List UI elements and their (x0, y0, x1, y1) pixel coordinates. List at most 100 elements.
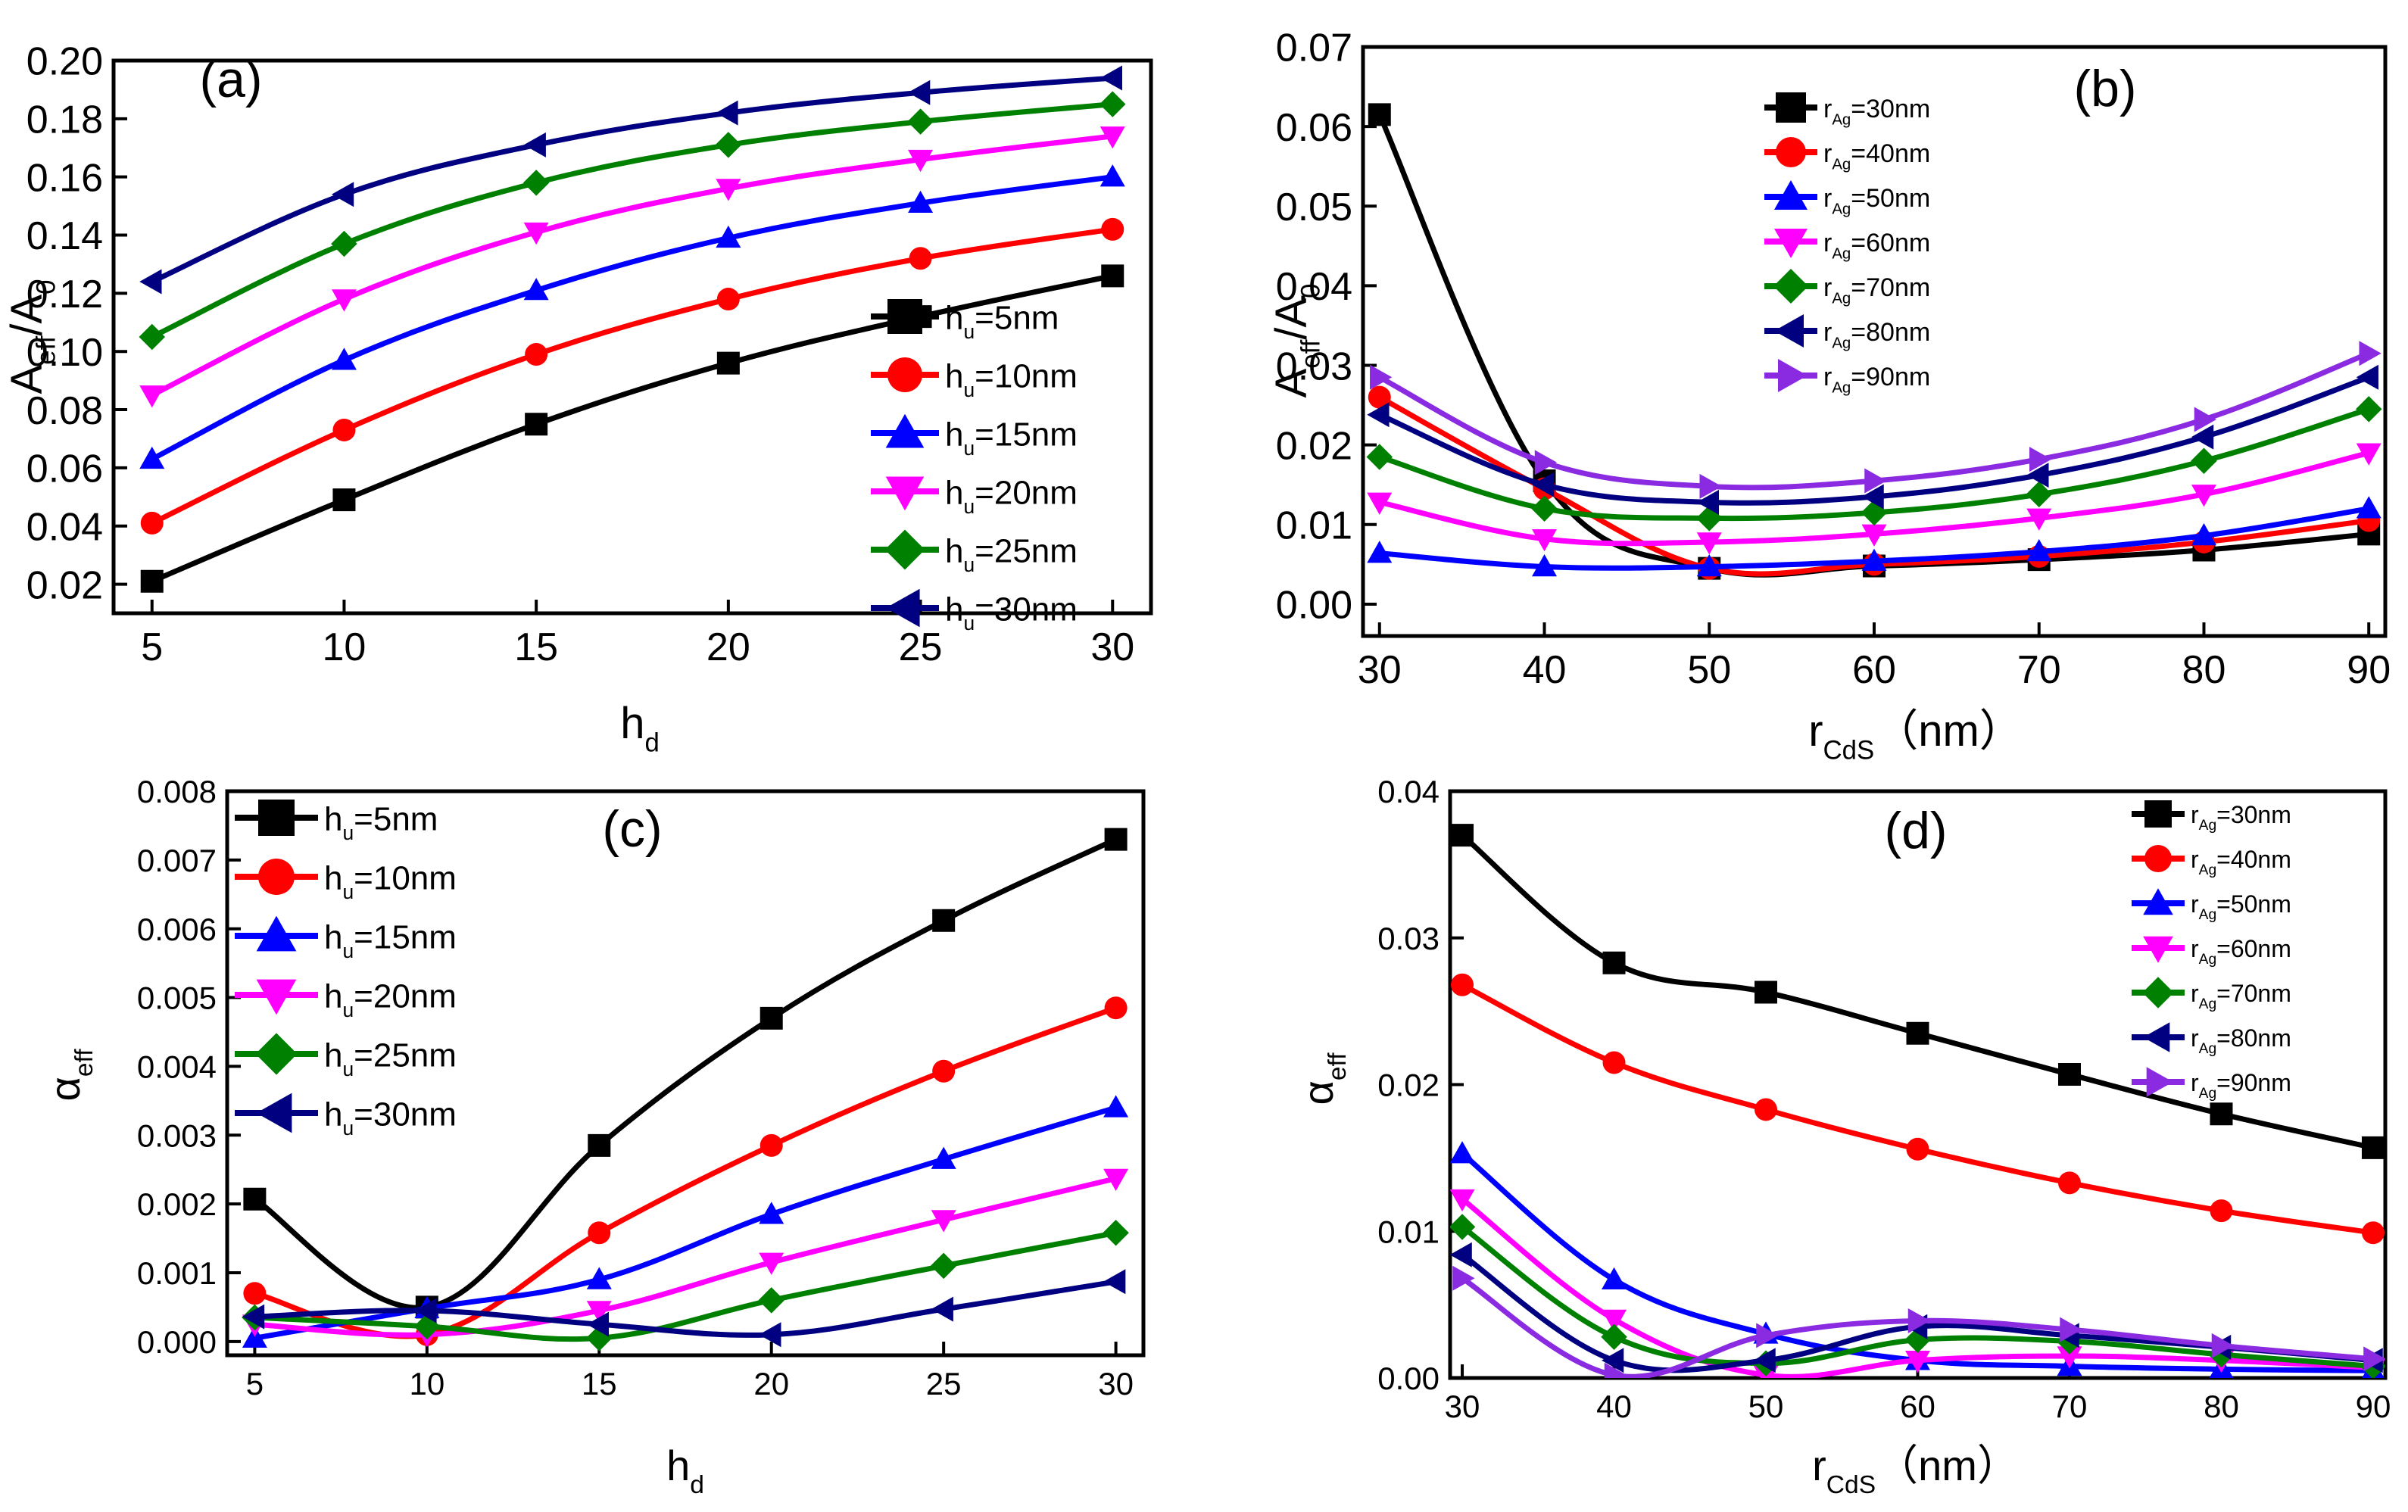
legend-marker (2143, 1022, 2170, 1052)
y-tick-label: 0.14 (27, 214, 103, 258)
data-point (2361, 1136, 2385, 1159)
legend-entry-1: hu=5nm (871, 299, 1059, 343)
legend-marker (1776, 92, 1806, 123)
legend-entry-1: rAg=30nm (2132, 800, 2291, 834)
x-tick-label: 30 (1098, 1366, 1134, 1401)
plot-area (242, 828, 1129, 1351)
data-point (908, 190, 934, 214)
panel-label: (d) (1884, 802, 1947, 859)
data-point (1861, 548, 1887, 571)
data-point (1602, 1051, 1626, 1074)
data-point (1103, 1168, 1129, 1192)
x-tick-label: 70 (2052, 1389, 2088, 1424)
data-point (1756, 1323, 1779, 1348)
data-point (586, 1301, 612, 1323)
data-point (243, 1187, 267, 1211)
data-point (332, 418, 356, 441)
legend-entry-5: rAg=70nm (1764, 269, 1930, 307)
data-point (1103, 1220, 1129, 1246)
y-tick-label: 0.005 (137, 980, 217, 1016)
series-line-5 (151, 101, 1113, 340)
legend-label: hu=30nm (324, 1096, 457, 1139)
data-point (1451, 824, 1474, 847)
data-point (760, 1133, 783, 1157)
data-point (1755, 1098, 1778, 1121)
plot-area (139, 65, 1126, 593)
data-point (242, 1304, 265, 1330)
legend-entry-2: rAg=40nm (1764, 137, 1930, 173)
data-point (759, 1252, 784, 1275)
data-point (930, 1252, 957, 1280)
legend-marker (2143, 936, 2173, 963)
data-point (588, 1221, 611, 1245)
legend-entry-5: hu=25nm (235, 1033, 457, 1080)
legend-label: rAg=40nm (1823, 139, 1930, 173)
x-tick-label: 25 (899, 625, 943, 669)
y-tick-label: 0.01 (1276, 504, 1352, 548)
legend-entry-6: hu=30nm (871, 588, 1078, 634)
x-axis-label: hd (666, 1442, 704, 1499)
y-tick-label: 0.001 (137, 1255, 217, 1291)
legend-label: rAg=80nm (2191, 1024, 2291, 1057)
series-line-2 (151, 226, 1113, 526)
legend-marker (258, 800, 295, 836)
data-point (1906, 1021, 1929, 1045)
legend-label: hu=15nm (945, 416, 1078, 460)
data-point (759, 1202, 784, 1224)
data-point (140, 569, 164, 593)
legend-marker (2144, 800, 2172, 828)
data-point (760, 1006, 783, 1030)
legend-label: hu=25nm (324, 1037, 457, 1080)
legend-marker (258, 859, 295, 895)
data-point (1452, 1265, 1475, 1291)
y-tick-label: 0.02 (27, 563, 103, 607)
data-point (931, 1210, 956, 1233)
legend-marker (2146, 1067, 2173, 1097)
data-point (1905, 1351, 1930, 1373)
y-tick-label: 0.004 (137, 1049, 217, 1085)
data-point (2356, 443, 2381, 466)
legend-label: rAg=70nm (1823, 273, 1930, 307)
series-line-6 (151, 75, 1113, 285)
series-line-1 (151, 273, 1113, 584)
legend-entry-5: rAg=70nm (2132, 977, 2291, 1012)
legend-marker (1776, 137, 1806, 167)
legend: rAg=30nm rAg=40nm rAg=50nm rAg=60nm rAg=70nm… (2132, 800, 2291, 1102)
chart-panel-4: 30 40 50 60 70 80 90 0.00 0.01 0.02 0.03 0.04 rAg=30… (1294, 774, 2391, 1499)
y-tick-label: 0.10 (27, 331, 103, 375)
data-point (931, 1296, 953, 1322)
data-point (1604, 1362, 1627, 1378)
data-point (716, 351, 740, 375)
data-point (1103, 1095, 1129, 1118)
y-tick-label: 0.04 (1276, 265, 1352, 309)
data-point (1450, 1242, 1472, 1267)
legend-marker (256, 979, 297, 1015)
series-line-5 (254, 1230, 1117, 1342)
legend-entry-4: rAg=60nm (2132, 935, 2291, 968)
legend-label: rAg=50nm (1823, 184, 1930, 218)
legend-marker (884, 529, 925, 570)
data-point (2191, 523, 2216, 546)
data-point (1450, 1189, 1475, 1212)
series-line-4 (151, 133, 1113, 397)
y-axis-label: αeff (1294, 1052, 1352, 1105)
data-point (1366, 444, 1393, 470)
data-point (1368, 103, 1391, 126)
chart-panel-3: 5 10 15 20 25 30 0.000 0.001 0.002 0.003 0.004 0.00… (41, 774, 1146, 1499)
legend-marker (885, 588, 920, 628)
legend-marker (885, 413, 925, 448)
data-point (1864, 468, 1887, 494)
data-point (2057, 1171, 2081, 1195)
data-point (522, 170, 550, 196)
data-point (243, 1282, 267, 1305)
panel-label: (b) (2073, 60, 2136, 117)
legend-marker (1774, 314, 1804, 348)
x-tick-label: 60 (1852, 648, 1896, 692)
x-tick-label: 50 (1748, 1389, 1784, 1424)
data-point (1451, 973, 1474, 996)
panel-label: (c) (602, 800, 662, 858)
legend-entry-4: hu=20nm (235, 978, 457, 1021)
x-axis-label: rCdS（nm） (1812, 1442, 2020, 1499)
legend-entry-7: rAg=90nm (1764, 359, 1930, 396)
x-tick-label: 30 (1445, 1389, 1480, 1424)
